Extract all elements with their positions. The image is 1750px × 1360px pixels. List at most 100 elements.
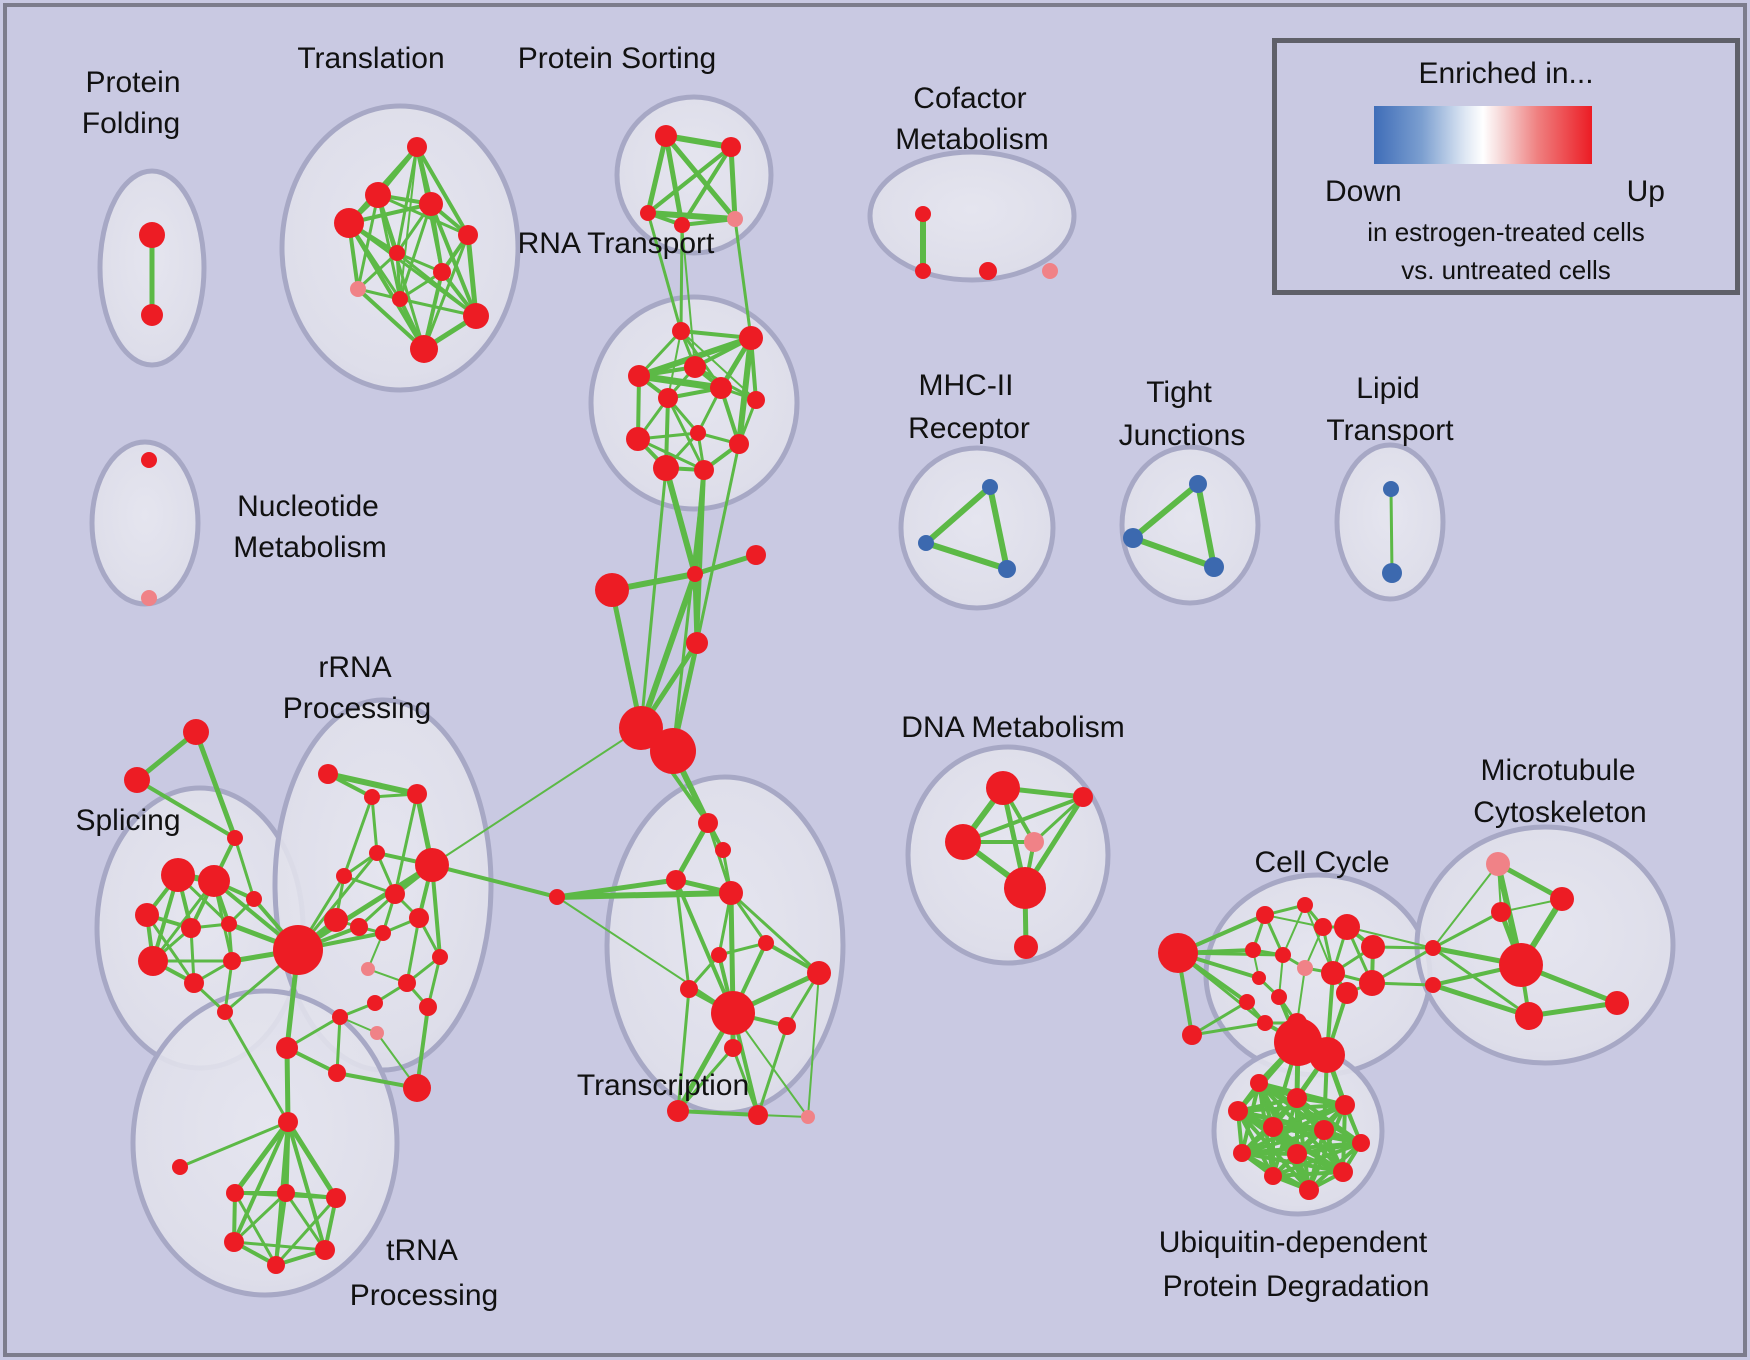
edge bbox=[151, 879, 216, 963]
edge bbox=[923, 484, 993, 546]
node-nm1 bbox=[141, 452, 157, 468]
node-cc12 bbox=[1321, 961, 1345, 985]
cluster-label-translation: Translation bbox=[297, 42, 444, 75]
edge bbox=[233, 1191, 278, 1267]
edge bbox=[284, 1191, 327, 1252]
legend-gradient-bar bbox=[1374, 106, 1592, 164]
edge bbox=[286, 1120, 327, 1252]
node-t11 bbox=[410, 335, 438, 363]
edge bbox=[646, 145, 733, 215]
node-ps1 bbox=[655, 125, 677, 147]
cluster-label-mhc-ii-receptor-line1: MHC-II bbox=[919, 369, 1014, 402]
cluster-label-protein-folding-line1: Protein bbox=[85, 66, 180, 99]
cluster-label-tight-junctions-line2: Junctions bbox=[1119, 419, 1246, 452]
node-t10 bbox=[463, 303, 489, 329]
edge bbox=[671, 468, 706, 753]
node-r13 bbox=[398, 974, 416, 992]
node-d4 bbox=[1024, 832, 1044, 852]
node-rt6 bbox=[658, 388, 678, 408]
node-nm2 bbox=[141, 590, 157, 606]
node-r20 bbox=[332, 1009, 348, 1025]
cluster-ellipse-rna-transport bbox=[588, 294, 800, 512]
node-tx8 bbox=[807, 961, 831, 985]
edge bbox=[679, 223, 684, 333]
cluster-label-ubiquitin-degradation-line2: Protein Degradation bbox=[1163, 1270, 1430, 1303]
cluster-label-cell-cycle: Cell Cycle bbox=[1254, 846, 1389, 879]
node-u8 bbox=[1233, 1144, 1251, 1162]
edge bbox=[728, 144, 738, 222]
node-ps2 bbox=[721, 137, 741, 157]
edge bbox=[635, 372, 725, 392]
node-tx10 bbox=[778, 1017, 796, 1035]
edge bbox=[1495, 861, 1565, 902]
edge bbox=[274, 1191, 288, 1267]
node-u1 bbox=[1250, 1074, 1268, 1092]
node-cc6 bbox=[1275, 947, 1291, 963]
edge bbox=[1240, 1128, 1326, 1155]
legend-subtitle-line1: in estrogen-treated cells bbox=[1367, 217, 1645, 247]
node-tx12 bbox=[667, 1100, 689, 1122]
node-tx4 bbox=[719, 881, 743, 905]
edge bbox=[692, 571, 700, 646]
node-sp3 bbox=[135, 903, 159, 927]
node-r14 bbox=[432, 949, 448, 965]
node-cc0b bbox=[1182, 1025, 1202, 1045]
edge bbox=[663, 133, 685, 228]
cluster-label-rrna-processing-line2: Processing bbox=[283, 692, 431, 725]
node-u11 bbox=[1333, 1162, 1353, 1182]
node-sp6 bbox=[138, 946, 168, 976]
node-tx13 bbox=[748, 1105, 768, 1125]
cluster-label-splicing: Splicing bbox=[75, 804, 180, 837]
node-mt3 bbox=[1491, 902, 1511, 922]
node-r12 bbox=[361, 962, 375, 976]
edge bbox=[1032, 795, 1085, 844]
node-rt2 bbox=[739, 326, 763, 350]
node-ps5 bbox=[727, 211, 743, 227]
edge bbox=[554, 890, 734, 900]
node-t7 bbox=[433, 263, 451, 281]
node-CC18 bbox=[1309, 1037, 1345, 1073]
node-mt4 bbox=[1499, 943, 1543, 987]
node-rt8 bbox=[690, 425, 706, 441]
edge bbox=[731, 1046, 760, 1117]
edge bbox=[636, 437, 706, 472]
node-cf3 bbox=[979, 262, 997, 280]
edge bbox=[807, 972, 820, 1118]
cluster-label-trna-processing-line2: Processing bbox=[350, 1279, 498, 1312]
edge bbox=[370, 795, 379, 855]
edge bbox=[663, 133, 738, 222]
node-sp10 bbox=[217, 1004, 233, 1020]
node-u10 bbox=[1264, 1167, 1282, 1185]
edge bbox=[393, 792, 419, 896]
node-rt11 bbox=[653, 455, 679, 481]
node-tn1 bbox=[172, 1159, 188, 1175]
edge bbox=[431, 727, 642, 866]
node-d5 bbox=[1004, 867, 1046, 909]
node-cc8 bbox=[1361, 935, 1385, 959]
node-cc5 bbox=[1245, 942, 1261, 958]
edge bbox=[556, 896, 734, 1014]
edge bbox=[285, 1119, 339, 1201]
node-hub1 bbox=[619, 706, 663, 750]
cluster-label-microtubule-cytoskeleton-line1: Microtubule bbox=[1480, 754, 1635, 787]
node-r5 bbox=[336, 868, 352, 884]
node-m1 bbox=[982, 479, 998, 495]
node-tn3 bbox=[277, 1184, 295, 1202]
node-t1 bbox=[407, 137, 427, 157]
node-tn0 bbox=[278, 1112, 298, 1132]
edge bbox=[680, 145, 733, 227]
cluster-ellipse-trna-processing bbox=[130, 988, 400, 1298]
node-rt3 bbox=[684, 356, 706, 378]
node-r9 bbox=[350, 918, 368, 936]
edge bbox=[430, 863, 559, 899]
node-t3 bbox=[334, 208, 364, 238]
edge bbox=[692, 552, 759, 577]
node-tx14 bbox=[801, 1110, 815, 1124]
node-r7 bbox=[324, 908, 348, 932]
edge bbox=[325, 771, 420, 797]
cluster-label-protein-sorting: Protein Sorting bbox=[518, 42, 716, 75]
edge bbox=[1130, 535, 1217, 570]
node-tx9 bbox=[711, 991, 755, 1035]
node-tn2 bbox=[226, 1184, 244, 1202]
